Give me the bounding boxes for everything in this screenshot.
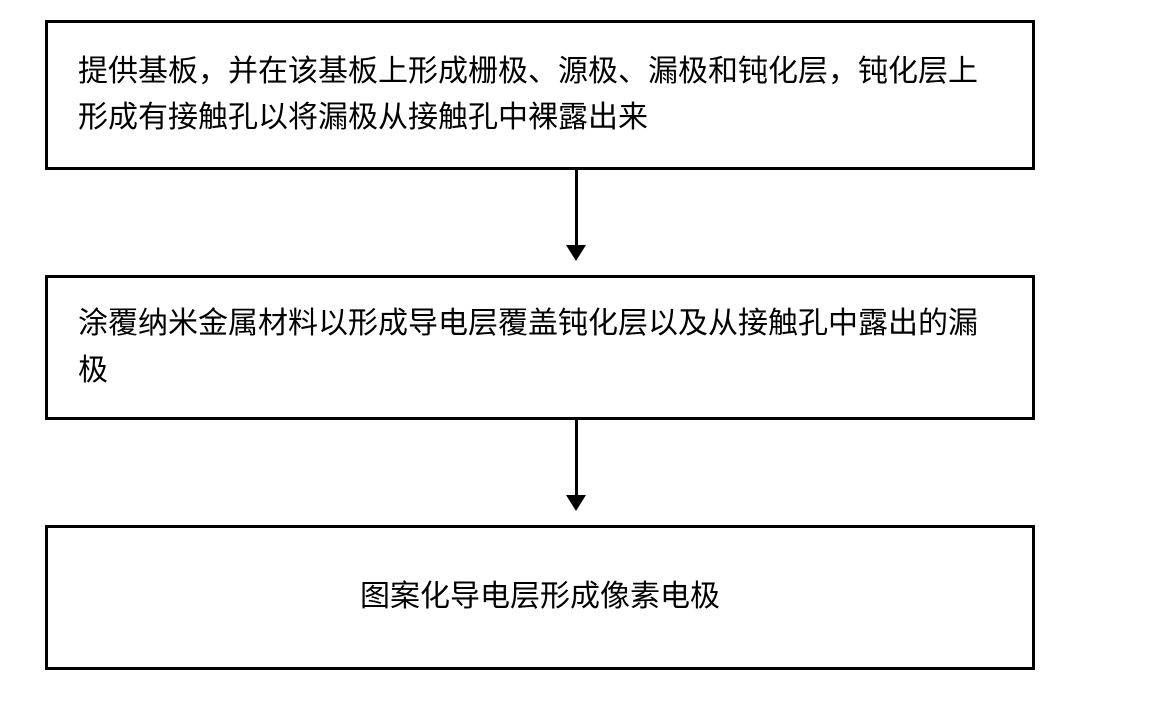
- flowchart-step-3-text: 图案化导电层形成像素电极: [78, 574, 1002, 621]
- flowchart-step-2: 涂覆纳米金属材料以形成导电层覆盖钝化层以及从接触孔中露出的漏极: [45, 275, 1035, 420]
- flowchart-step-3: 图案化导电层形成像素电极: [45, 525, 1035, 670]
- arrow-line: [575, 170, 578, 245]
- flowchart-step-2-text: 涂覆纳米金属材料以形成导电层覆盖钝化层以及从接触孔中露出的漏极: [78, 301, 1002, 394]
- arrow-head-icon: [566, 495, 586, 511]
- arrow-line: [575, 420, 578, 495]
- flowchart-arrow-2: [566, 420, 586, 511]
- flowchart-container: 提供基板，并在该基板上形成栅极、源极、漏极和钝化层，钝化层上形成有接触孔以将漏极…: [0, 0, 1152, 704]
- arrow-head-icon: [566, 245, 586, 261]
- flowchart-step-1: 提供基板，并在该基板上形成栅极、源极、漏极和钝化层，钝化层上形成有接触孔以将漏极…: [45, 20, 1035, 170]
- flowchart-step-1-text: 提供基板，并在该基板上形成栅极、源极、漏极和钝化层，钝化层上形成有接触孔以将漏极…: [78, 49, 1002, 142]
- flowchart-arrow-1: [566, 170, 586, 261]
